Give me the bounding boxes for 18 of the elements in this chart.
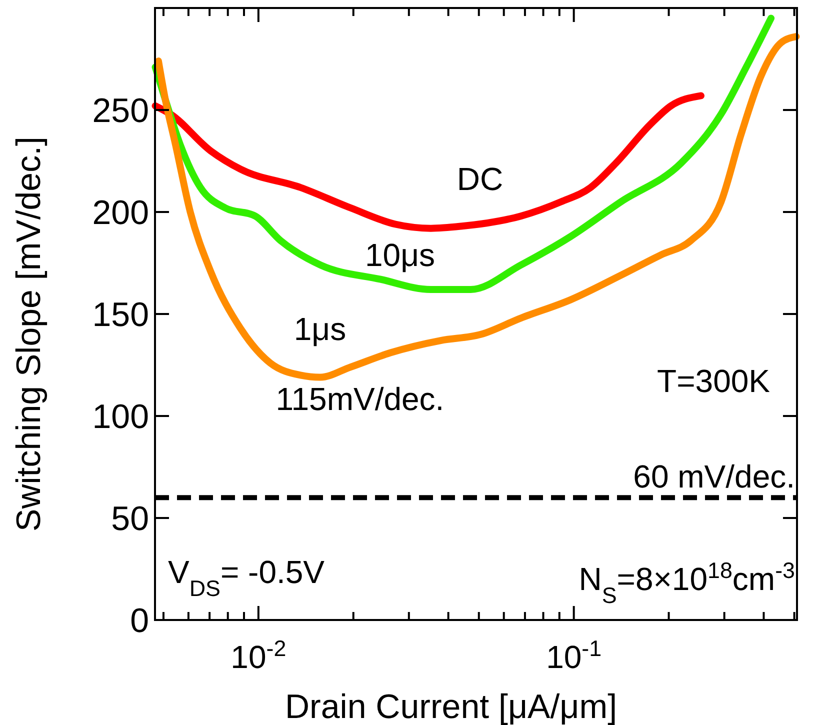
annotation: N$_{S}$=8×10$^{18}$cm$^{-3}$ — [578, 558, 795, 608]
y-tick-label: 150 — [92, 296, 149, 334]
ref-line-label: 60 mV/dec. — [633, 458, 795, 495]
y-tick-label: 250 — [92, 92, 149, 130]
x-tick-label: 10$^{-1}$ — [546, 636, 602, 675]
x-tick-label: 10$^{-2}$ — [230, 636, 286, 675]
annotation: 115mV/dec. — [276, 381, 444, 417]
y-tick-label: 0 — [130, 602, 149, 640]
y-tick-label: 50 — [111, 500, 149, 538]
annotation: T=300K — [657, 363, 770, 399]
series-label: 1μs — [294, 311, 346, 347]
series-label: DC — [456, 161, 504, 197]
y-axis-title: Switching Slope [mV/dec.] — [10, 136, 48, 532]
x-axis-title: Drain Current [μA/μm] — [284, 688, 618, 725]
y-tick-label: 200 — [92, 194, 149, 232]
y-tick-label: 100 — [92, 398, 149, 436]
series-label: 10μs — [364, 237, 436, 273]
annotation: V$_{DS}$= -0.5V — [168, 554, 326, 600]
